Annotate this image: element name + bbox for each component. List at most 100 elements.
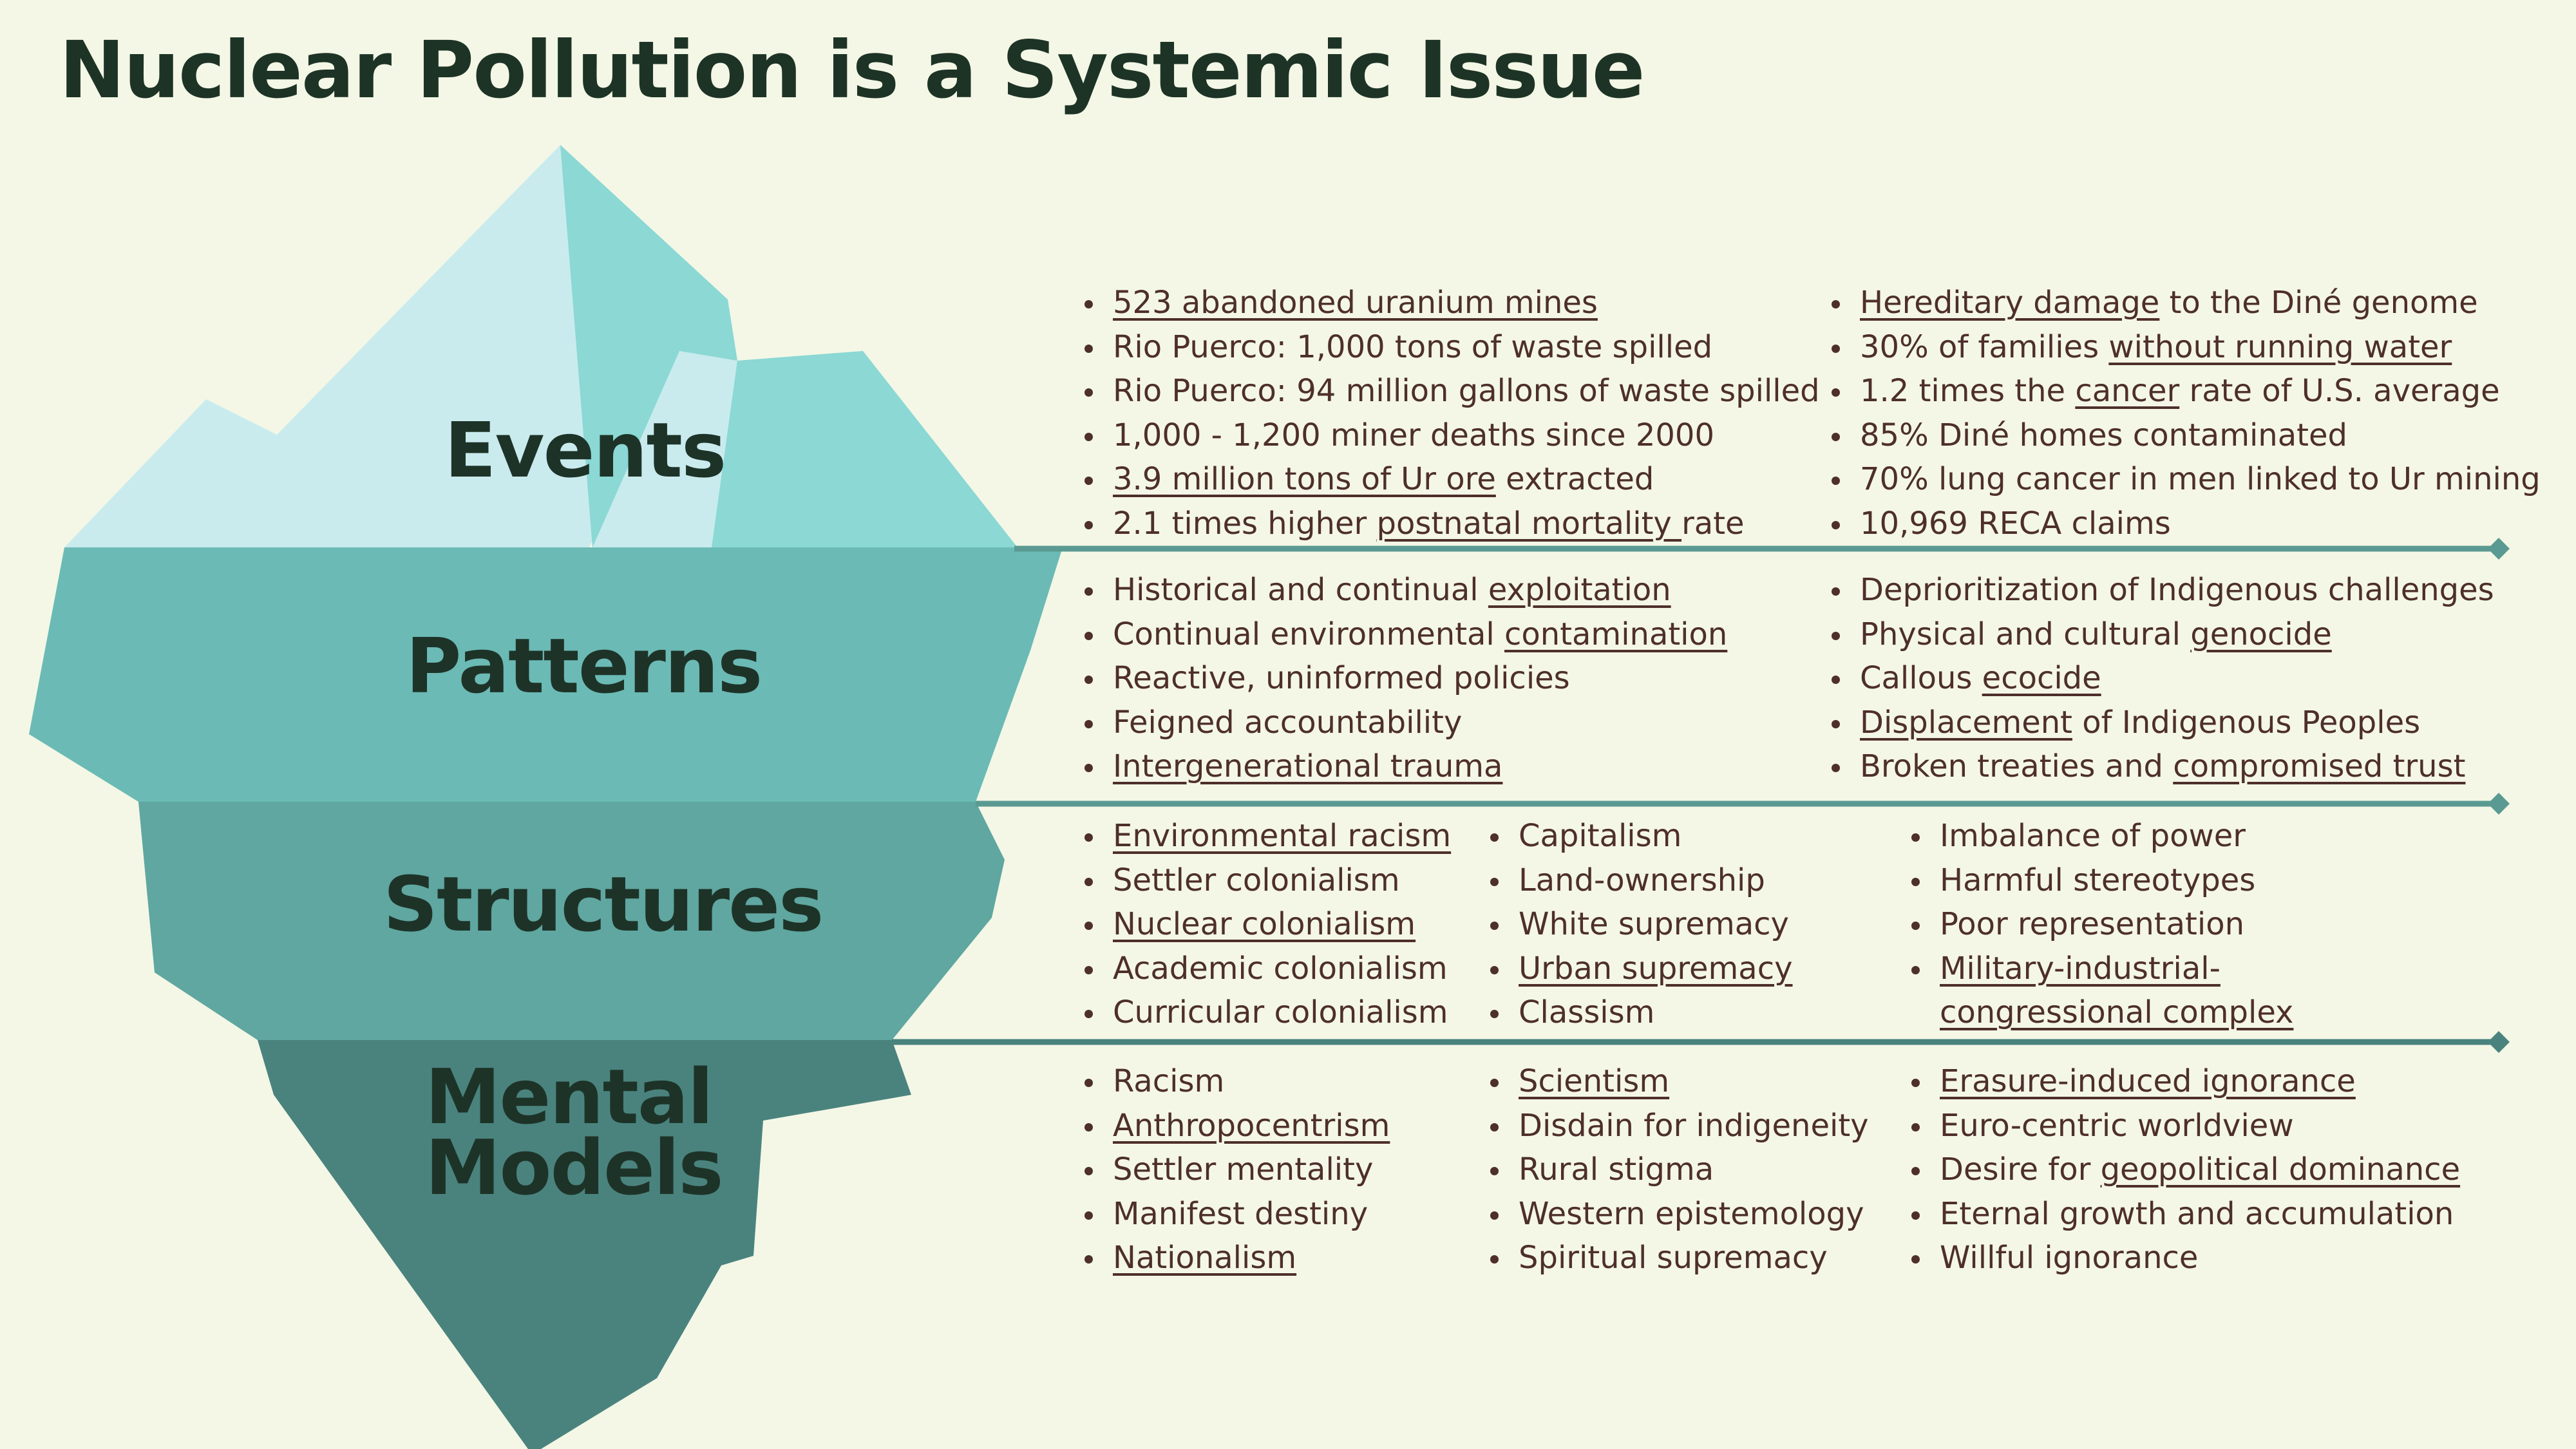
layer-label-patterns: Patterns bbox=[406, 621, 762, 710]
underlined-term: postnatal mortality bbox=[1376, 505, 1682, 542]
item-text: Feigned accountability bbox=[1113, 704, 1463, 741]
list-item: Military-industrial- bbox=[1908, 947, 2293, 991]
list-item: Harmful stereotypes bbox=[1908, 858, 2293, 903]
list-item: Willful ignorance bbox=[1908, 1236, 2460, 1280]
list-item: Euro-centric worldview bbox=[1908, 1104, 2460, 1148]
events-list-right: Hereditary damage to the Diné genome 30% … bbox=[1828, 281, 2541, 546]
underlined-term: Anthropocentrism bbox=[1113, 1107, 1390, 1144]
underlined-term: cancer bbox=[2075, 373, 2180, 410]
list-item: Callous ecocide bbox=[1828, 656, 2494, 701]
item-text: rate of U.S. average bbox=[2179, 373, 2500, 410]
item-text: Racism bbox=[1113, 1063, 1225, 1099]
patterns-list-left: Historical and continual exploitation Con… bbox=[1081, 568, 1727, 789]
iceberg-tip-light-facet-2 bbox=[592, 351, 737, 547]
underlined-term: Environmental racism bbox=[1113, 818, 1452, 854]
list-item: Scientism bbox=[1486, 1059, 1869, 1104]
underlined-term: Scientism bbox=[1519, 1063, 1670, 1099]
item-text: Capitalism bbox=[1519, 818, 1682, 854]
divider-structures-mental-diamond bbox=[2488, 1031, 2510, 1053]
list-item: Settler colonialism bbox=[1081, 858, 1451, 903]
underlined-term: Military-industrial- bbox=[1940, 950, 2221, 987]
list-item: 70% lung cancer in men linked to Ur mini… bbox=[1828, 457, 2541, 502]
list-item: 30% of families without running water bbox=[1828, 325, 2541, 370]
item-text: 70% lung cancer in men linked to Ur mini… bbox=[1860, 461, 2541, 498]
item-text: Rural stigma bbox=[1519, 1151, 1714, 1188]
item-text: Spiritual supremacy bbox=[1519, 1240, 1828, 1276]
list-item: Erasure-induced ignorance bbox=[1908, 1059, 2460, 1104]
item-text: Rio Puerco: 94 million gallons of waste … bbox=[1113, 373, 1820, 410]
underlined-term: Nuclear colonialism bbox=[1113, 906, 1416, 943]
item-text: Deprioritization of Indigenous challenge… bbox=[1860, 572, 2494, 608]
item-text: Broken treaties and bbox=[1860, 748, 2174, 785]
underlined-term: Erasure-induced ignorance bbox=[1940, 1063, 2356, 1099]
underlined-term: Nationalism bbox=[1113, 1240, 1297, 1276]
list-item: Western epistemology bbox=[1486, 1192, 1869, 1236]
list-item: Eternal growth and accumulation bbox=[1908, 1192, 2460, 1236]
item-text: rate bbox=[1681, 505, 1745, 542]
list-item: 10,969 RECA claims bbox=[1828, 502, 2541, 546]
list-item: Rio Puerco: 1,000 tons of waste spilled bbox=[1081, 325, 1820, 370]
item-text: 1,000 - 1,200 miner deaths since 2000 bbox=[1113, 417, 1714, 453]
page-title: Nuclear Pollution is a Systemic Issue bbox=[59, 24, 1645, 116]
underlined-term: exploitation bbox=[1488, 572, 1671, 608]
underlined-term: Hereditary damage bbox=[1860, 285, 2160, 321]
list-item: Rural stigma bbox=[1486, 1148, 1869, 1192]
list-item: Poor representation bbox=[1908, 902, 2293, 947]
item-text: Desire for bbox=[1940, 1151, 2101, 1188]
item-text: to the Diné genome bbox=[2159, 285, 2478, 321]
iceberg-structures-layer bbox=[138, 802, 1005, 1040]
list-item: 523 abandoned uranium mines bbox=[1081, 281, 1820, 325]
item-text: Settler colonialism bbox=[1113, 862, 1400, 898]
divider-patterns-structures-diamond bbox=[2488, 793, 2510, 815]
patterns-list-right: Deprioritization of Indigenous challenge… bbox=[1828, 568, 2494, 789]
list-item: Desire for geopolitical dominance bbox=[1908, 1148, 2460, 1192]
list-item: Displacement of Indigenous Peoples bbox=[1828, 701, 2494, 745]
list-item: Disdain for indigeneity bbox=[1486, 1104, 1869, 1148]
iceberg-patterns-layer bbox=[29, 547, 1063, 802]
list-item: Reactive, uninformed policies bbox=[1081, 656, 1727, 701]
list-item: Imbalance of power bbox=[1908, 814, 2293, 858]
item-text: Imbalance of power bbox=[1940, 818, 2246, 854]
mental-models-list-col1: Racism Anthropocentrism Settler mentality M… bbox=[1081, 1059, 1390, 1280]
list-item: Nuclear colonialism bbox=[1081, 902, 1451, 947]
item-text: 1.2 times the bbox=[1860, 373, 2076, 410]
item-text: Academic colonialism bbox=[1113, 950, 1448, 987]
list-item: Continual environmental contamination bbox=[1081, 612, 1727, 657]
events-list-left: 523 abandoned uranium mines Rio Puerco: 1… bbox=[1081, 281, 1820, 546]
structures-list-col3: Imbalance of power Harmful stereotypes Poo… bbox=[1908, 814, 2293, 1035]
item-text: Reactive, uninformed policies bbox=[1113, 660, 1570, 697]
iceberg-mental-models-layer bbox=[258, 1040, 911, 1449]
structures-list-col2: Capitalism Land-ownership White supremacy U… bbox=[1486, 814, 1793, 1035]
item-text: Land-ownership bbox=[1519, 862, 1765, 898]
list-item: Classism bbox=[1486, 990, 1793, 1035]
item-text: Continual environmental bbox=[1113, 616, 1505, 652]
underlined-term: without running water bbox=[2108, 328, 2452, 365]
list-item: 1,000 - 1,200 miner deaths since 2000 bbox=[1081, 413, 1820, 458]
list-item: Anthropocentrism bbox=[1081, 1104, 1390, 1148]
list-item: Rio Puerco: 94 million gallons of waste … bbox=[1081, 369, 1820, 413]
list-item: Spiritual supremacy bbox=[1486, 1236, 1869, 1280]
item-text: Settler mentality bbox=[1113, 1151, 1374, 1188]
item-text: Rio Puerco: 1,000 tons of waste spilled bbox=[1113, 328, 1713, 365]
layer-label-mental-line1: Mental bbox=[425, 1052, 714, 1141]
item-text: Disdain for indigeneity bbox=[1519, 1107, 1869, 1144]
list-item: Feigned accountability bbox=[1081, 701, 1727, 745]
mental-models-list-col2: Scientism Disdain for indigeneity Rural st… bbox=[1486, 1059, 1869, 1280]
layer-label-events: Events bbox=[444, 406, 726, 495]
list-item: Manifest destiny bbox=[1081, 1192, 1390, 1236]
list-item: Land-ownership bbox=[1486, 858, 1793, 903]
item-text: Physical and cultural bbox=[1860, 616, 2191, 652]
underlined-term: 3.9 million tons of Ur ore bbox=[1113, 461, 1496, 498]
underlined-term: Intergenerational trauma bbox=[1113, 748, 1503, 785]
list-item: Capitalism bbox=[1486, 814, 1793, 858]
underlined-term: Displacement bbox=[1860, 704, 2072, 741]
underlined-term: 523 abandoned uranium mines bbox=[1113, 285, 1598, 321]
list-item: 3.9 million tons of Ur ore extracted bbox=[1081, 457, 1820, 502]
item-text: Euro-centric worldview bbox=[1940, 1107, 2294, 1144]
list-item: Intergenerational trauma bbox=[1081, 744, 1727, 789]
item-text: White supremacy bbox=[1519, 906, 1789, 943]
item-text: Callous bbox=[1860, 660, 1982, 697]
item-text: Historical and continual bbox=[1113, 572, 1488, 608]
underlined-term: congressional complex bbox=[1940, 994, 2294, 1031]
